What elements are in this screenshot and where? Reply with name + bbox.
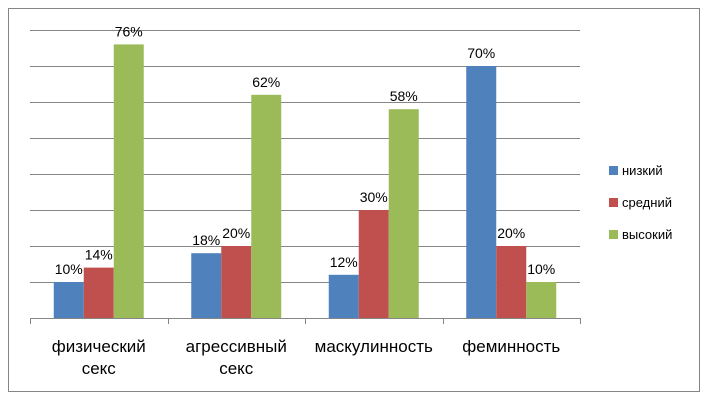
bar-низкий-1 — [191, 253, 222, 318]
category-label: физический — [52, 337, 146, 356]
bar-низкий-3 — [466, 66, 497, 318]
chart-border — [8, 8, 700, 392]
data-label: 58% — [390, 88, 418, 104]
legend-swatch — [609, 166, 618, 175]
legend-swatch — [609, 198, 618, 207]
bar-высокий-0 — [113, 44, 144, 319]
data-label: 10% — [527, 261, 555, 277]
legend-label: средний — [622, 195, 672, 210]
legend-label: высокий — [622, 227, 672, 242]
bar-средний-2 — [358, 210, 389, 318]
data-label: 62% — [252, 74, 280, 90]
data-label: 14% — [85, 247, 113, 263]
category-label: секс — [82, 359, 117, 378]
data-label: 20% — [222, 225, 250, 241]
data-label: 18% — [192, 232, 220, 248]
category-label: маскулинность — [315, 337, 433, 356]
bar-средний-3 — [496, 246, 527, 318]
legend: низкий средний высокий — [609, 163, 672, 242]
bar-высокий-3 — [526, 282, 557, 318]
data-label: 10% — [55, 261, 83, 277]
data-label: 76% — [115, 23, 143, 39]
data-label: 20% — [497, 225, 525, 241]
bar-средний-1 — [221, 246, 252, 318]
data-labels: 10%14%76%18% 20%62%12%30%58%70%20%10% — [55, 23, 556, 277]
data-label: 12% — [330, 254, 358, 270]
bars — [53, 44, 557, 319]
bar-высокий-2 — [388, 109, 419, 318]
category-label: секс — [219, 359, 254, 378]
category-label: феминность — [462, 337, 560, 356]
bar-низкий-0 — [53, 282, 84, 318]
x-axis — [30, 318, 581, 324]
bar-низкий-2 — [328, 274, 359, 318]
legend-label: низкий — [622, 163, 663, 178]
bar-высокий-1 — [251, 94, 282, 318]
bar-средний-0 — [83, 267, 114, 318]
data-label: 30% — [360, 189, 388, 205]
category-label: агрессивный — [186, 337, 287, 356]
legend-swatch — [609, 230, 618, 239]
data-label: 70% — [467, 45, 495, 61]
category-labels: физический секс агрессивный секс маскулиннос… — [52, 337, 561, 378]
